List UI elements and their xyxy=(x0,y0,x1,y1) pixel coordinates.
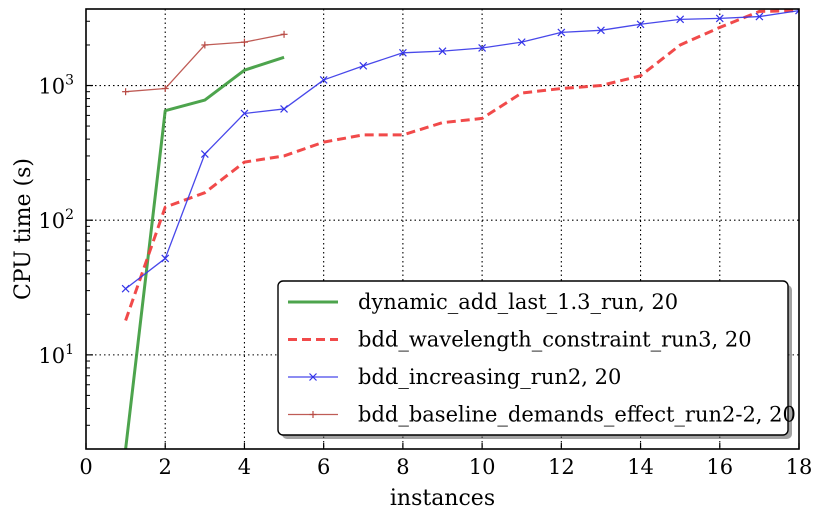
data-point xyxy=(478,44,487,52)
x-tick-label: 18 xyxy=(786,455,813,479)
series-layer xyxy=(121,9,799,449)
ticks-layer: 0 2 4 6 8 10 12 14 16 18 101 102 103 xyxy=(38,20,813,479)
data-point xyxy=(280,30,288,38)
x-tick-label: 4 xyxy=(238,455,251,479)
y-axis-label: CPU time (s) xyxy=(11,158,36,300)
data-point xyxy=(359,61,368,70)
data-point xyxy=(319,76,328,84)
x-tick-label: 12 xyxy=(548,455,575,479)
series-line-2 xyxy=(124,9,799,321)
x-tick-label: 14 xyxy=(627,455,654,479)
data-point xyxy=(636,20,645,29)
legend-label: bdd_baseline_demands_effect_run2-2, 20 xyxy=(358,403,796,427)
x-tick-label: 16 xyxy=(706,455,733,479)
x-tick-label: 8 xyxy=(396,455,409,479)
data-point xyxy=(121,284,130,293)
data-point xyxy=(200,150,209,158)
series-line-1 xyxy=(124,55,285,449)
data-point xyxy=(398,48,407,57)
data-point xyxy=(240,109,249,118)
x-tick-label: 10 xyxy=(469,455,496,479)
data-point xyxy=(676,15,685,24)
legend-entry: dynamic_add_last_1.3_run, 20 xyxy=(288,290,678,314)
data-point xyxy=(161,254,170,263)
legend-entry: bdd_baseline_demands_effect_run2-2, 20 xyxy=(288,403,796,427)
legend-box xyxy=(277,280,789,436)
plot-frame xyxy=(85,8,800,450)
data-point xyxy=(557,28,566,37)
legend-label: dynamic_add_last_1.3_run, 20 xyxy=(358,290,678,314)
legend-marker xyxy=(309,373,317,381)
legend-entry: bdd_increasing_run2, 20 xyxy=(288,365,621,389)
x-axis-label: instances xyxy=(390,486,495,511)
y-tick-label: 102 xyxy=(38,207,74,233)
data-point xyxy=(715,14,724,23)
data-point xyxy=(280,105,288,113)
legend-label: bdd_increasing_run2, 20 xyxy=(358,365,621,389)
legend-marker xyxy=(309,411,317,418)
data-point xyxy=(240,38,248,46)
data-point xyxy=(201,41,209,49)
data-point xyxy=(795,9,799,15)
x-tick-label: 2 xyxy=(159,455,172,479)
data-point xyxy=(755,12,764,21)
legend: dynamic_add_last_1.3_run, 20 bdd_waveleng… xyxy=(277,280,796,439)
y-tick-label: 101 xyxy=(38,342,74,368)
data-point xyxy=(122,88,130,96)
data-point xyxy=(438,47,447,56)
x-tick-label: 0 xyxy=(79,455,92,479)
legend-label: bdd_wavelength_constraint_run3, 20 xyxy=(358,328,752,352)
y-tick-label: 103 xyxy=(38,73,74,99)
data-point xyxy=(161,85,169,93)
data-point xyxy=(597,26,605,35)
legend-entry: bdd_wavelength_constraint_run3, 20 xyxy=(288,328,752,352)
x-tick-label: 6 xyxy=(317,455,330,479)
series-line-3 xyxy=(125,9,799,290)
data-point xyxy=(517,38,526,47)
